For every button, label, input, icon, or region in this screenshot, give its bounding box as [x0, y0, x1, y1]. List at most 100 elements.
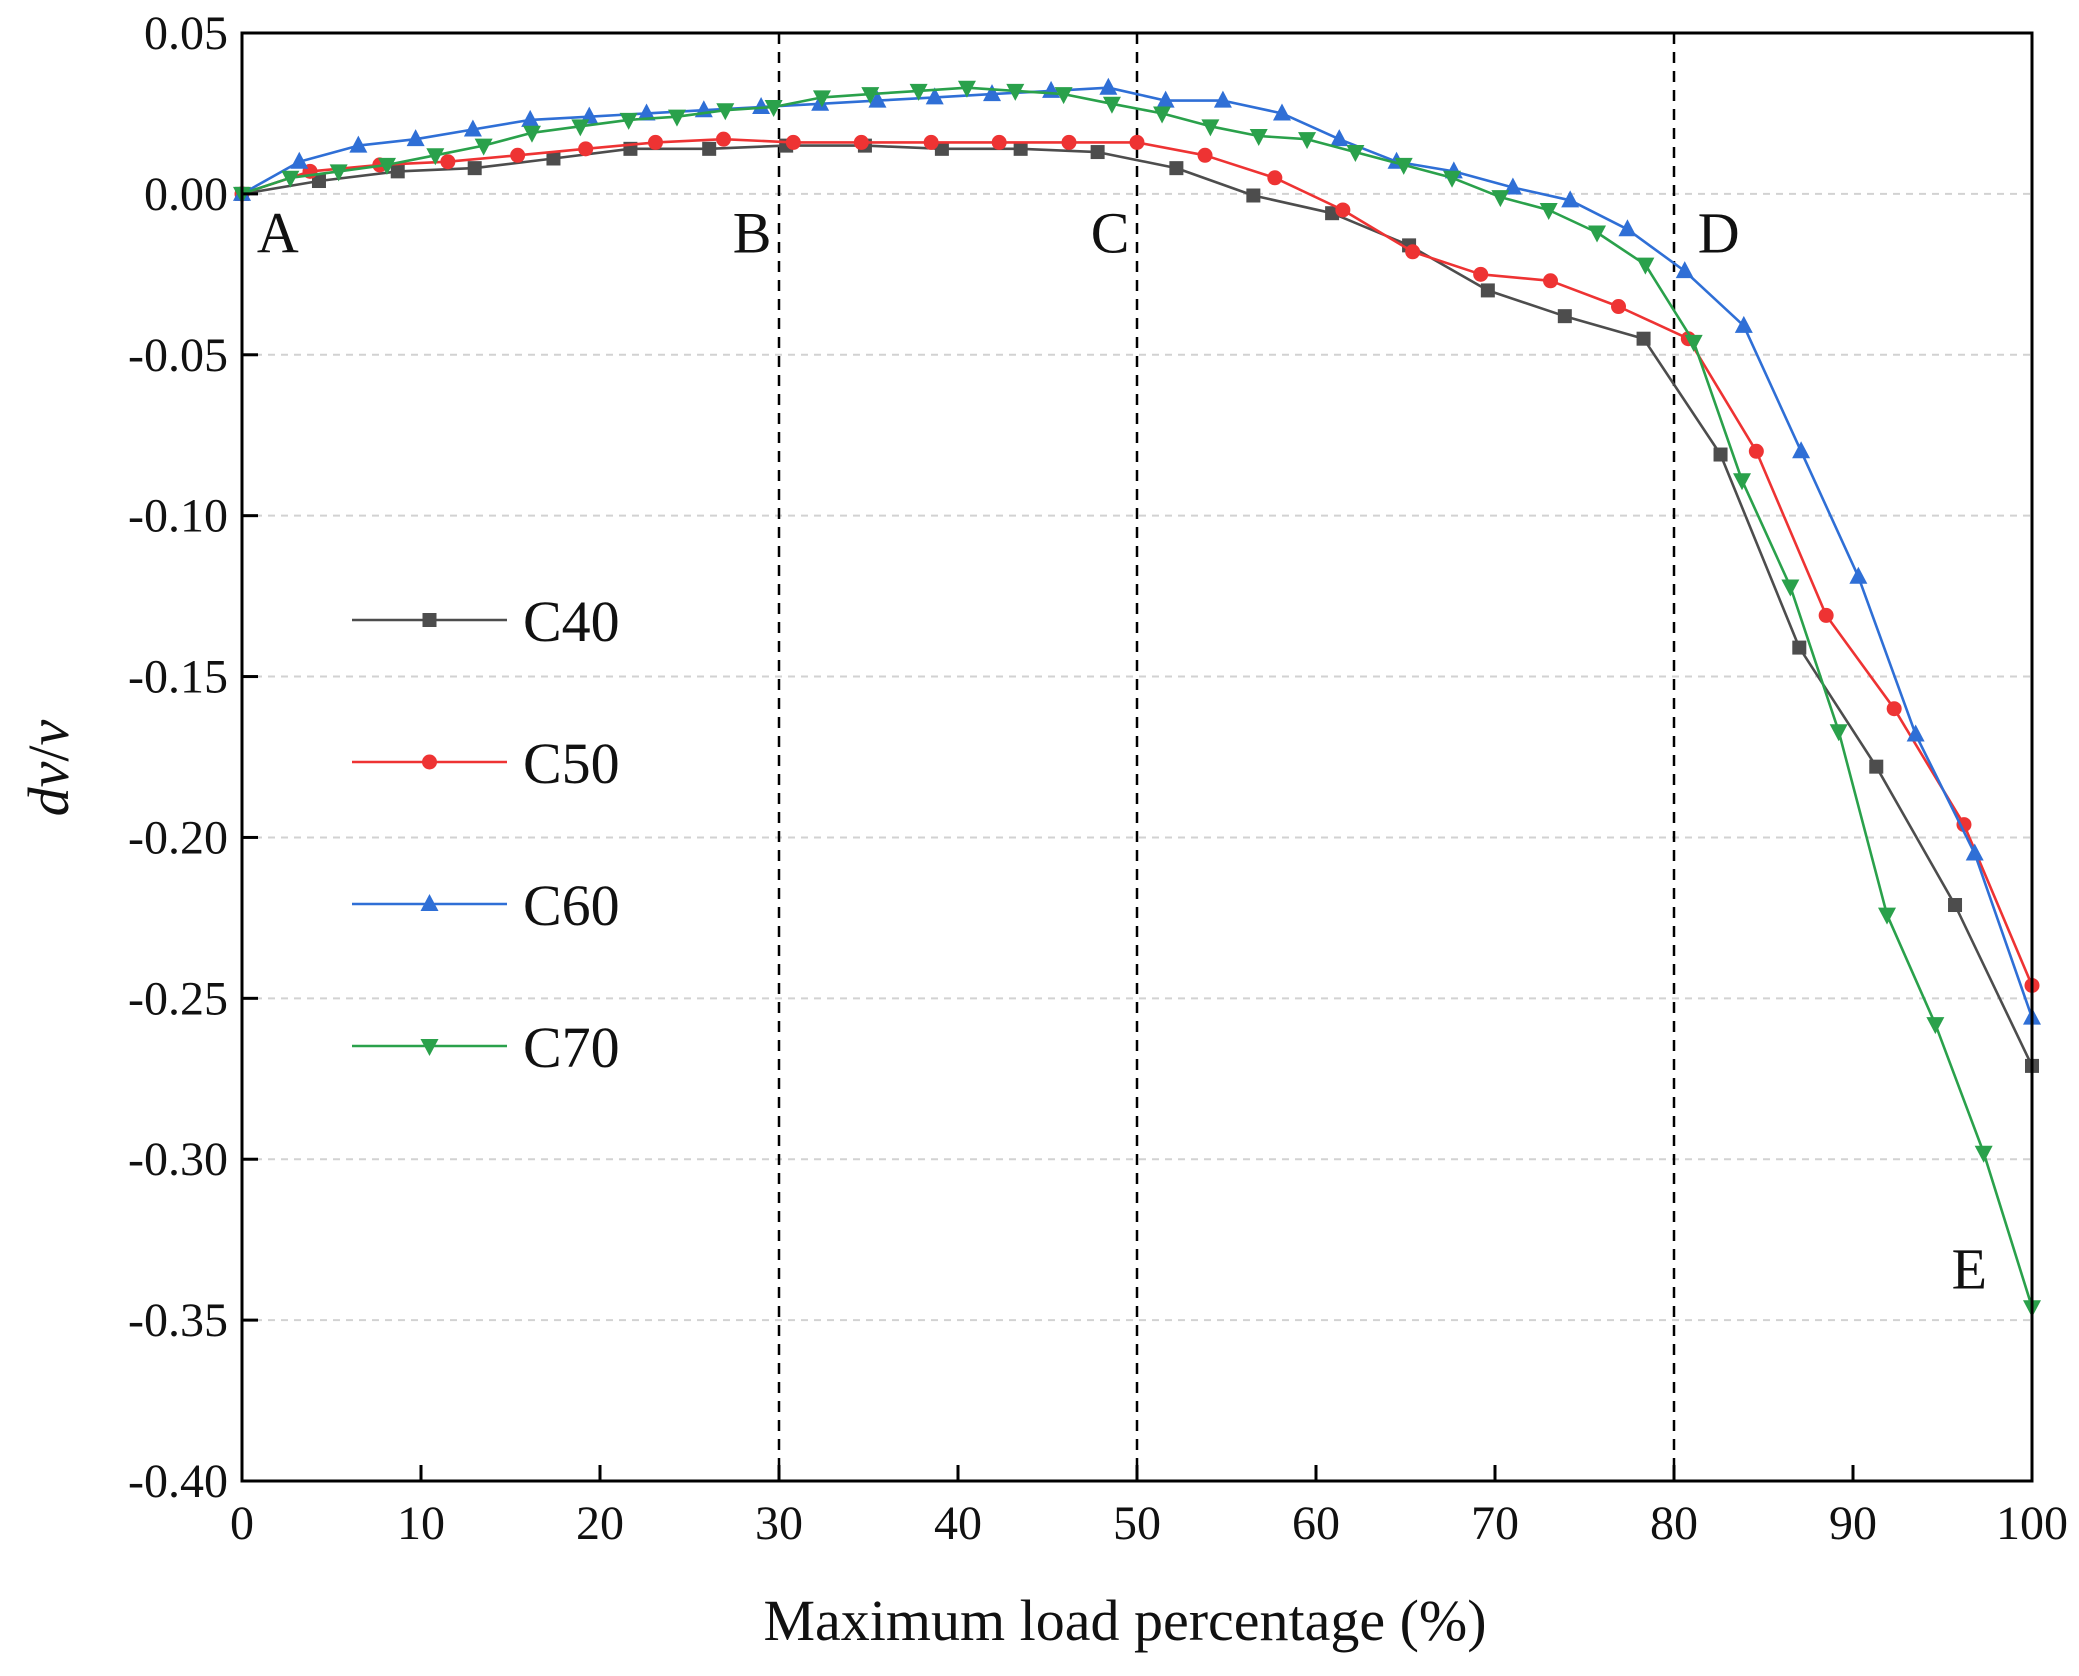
data-point-C60-3: [406, 129, 425, 147]
legend-marker-C40: [422, 613, 437, 627]
data-point-C70-32: [1781, 579, 1800, 597]
x-axis-title: Maximum load percentage (%): [763, 1588, 1486, 1653]
region-label-B: B: [733, 201, 772, 266]
legend: C40 C50 C60 C70: [352, 589, 620, 1080]
data-point-C50-3: [440, 154, 456, 170]
x-tick-label-5: 50: [1113, 1497, 1161, 1550]
x-tick-label-1: 10: [397, 1497, 445, 1550]
data-point-C70-30: [1684, 334, 1703, 352]
data-point-C60-16: [1156, 90, 1175, 108]
data-point-C60-9: [752, 97, 771, 115]
region-label-C: C: [1091, 201, 1130, 266]
data-point-C50-14: [1197, 147, 1213, 163]
legend-item-C60: C60: [352, 873, 620, 938]
data-point-C40-3: [467, 161, 482, 176]
data-point-C40-16: [1480, 283, 1495, 298]
data-point-C60-15: [1099, 77, 1118, 95]
data-point-C60-4: [463, 119, 482, 137]
data-point-C70-34: [1878, 907, 1897, 925]
data-point-C70-19: [1153, 106, 1172, 124]
data-point-C60-27: [1792, 441, 1811, 459]
data-point-C50-15: [1267, 170, 1283, 186]
data-point-C50-8: [785, 134, 801, 150]
region-label-D: D: [1698, 201, 1740, 266]
x-tick-label-8: 80: [1650, 1497, 1698, 1550]
data-point-C40-20: [1792, 640, 1807, 655]
x-tick-label-10: 100: [1996, 1497, 2068, 1550]
data-point-C50-11: [991, 134, 1007, 150]
data-point-C40-12: [1169, 161, 1184, 176]
x-tick-label-3: 30: [755, 1497, 803, 1550]
y-tick-label-5: -0.20: [128, 811, 228, 864]
data-point-C50-19: [1542, 273, 1558, 289]
axis-tick-labels: 0 10 20 30 40 50 60 70 80 90 100 0.05 0.00 -0.05 -0.10…: [128, 7, 2068, 1550]
legend-item-C40: C40: [352, 589, 620, 654]
data-point-C70-18: [1102, 96, 1121, 114]
y-tick-label-6: -0.25: [128, 972, 228, 1025]
data-point-C70-33: [1829, 724, 1848, 742]
y-axis-title: dv/v: [16, 719, 81, 816]
y-tick-label-1: 0.00: [144, 168, 228, 221]
data-point-C70-11: [764, 100, 783, 118]
series-line-C40: [241, 144, 2034, 1067]
data-point-C50-25: [1956, 817, 1972, 833]
legend-marker-C60: [420, 894, 439, 911]
data-point-C60-12: [925, 87, 944, 105]
data-point-C40-11: [1090, 145, 1105, 160]
x-tick-label-2: 20: [576, 1497, 624, 1550]
data-point-C70-35: [1926, 1017, 1945, 1035]
data-point-C70-8: [619, 112, 638, 130]
data-point-C50-23: [1818, 607, 1834, 623]
data-point-C70-20: [1201, 119, 1220, 137]
legend-item-C70: C70: [352, 1015, 620, 1080]
data-point-C70-36: [1974, 1145, 1993, 1163]
series-line-C70: [241, 86, 2034, 1308]
data-point-C40-22: [1948, 898, 1963, 913]
data-point-C50-5: [578, 141, 594, 157]
series-line-C60: [241, 86, 2034, 1019]
data-point-C70-28: [1588, 225, 1607, 243]
data-point-C60-5: [521, 109, 540, 127]
data-point-C70-26: [1491, 190, 1510, 208]
data-point-C70-25: [1443, 170, 1462, 188]
data-point-C60-23: [1561, 190, 1580, 208]
x-tick-label-4: 40: [934, 1497, 982, 1550]
data-point-C40-21: [1869, 759, 1884, 774]
data-point-C70-29: [1636, 257, 1655, 275]
data-point-C50-13: [1129, 134, 1145, 150]
data-point-C70-3: [377, 157, 396, 175]
legend-label-C40: C40: [523, 589, 620, 654]
legend-marker-C50: [422, 754, 437, 770]
data-point-C60-11: [868, 90, 887, 108]
data-point-C70-22: [1298, 132, 1317, 150]
y-axis-title-part2: v: [16, 719, 81, 745]
data-point-C70-13: [861, 87, 880, 105]
y-tick-label-0: 0.05: [144, 7, 228, 60]
region-labels: A B C D E: [257, 201, 1987, 1302]
x-tick-label-9: 90: [1829, 1497, 1877, 1550]
data-point-C60-18: [1272, 103, 1291, 121]
region-label-E: E: [1952, 1237, 1987, 1302]
data-point-C70-16: [1006, 83, 1025, 101]
series-C50: [234, 131, 2040, 993]
data-point-C60-19: [1330, 129, 1349, 147]
x-tick-label-0: 0: [230, 1497, 254, 1550]
legend-label-C50: C50: [523, 731, 620, 796]
data-point-C60-1: [290, 151, 309, 169]
data-point-C60-28: [1849, 566, 1868, 584]
data-point-C70-27: [1539, 202, 1558, 220]
data-point-C40-17: [1557, 309, 1572, 324]
y-tick-label-7: -0.30: [128, 1133, 228, 1186]
data-point-C70-21: [1249, 128, 1268, 146]
data-point-C50-6: [647, 134, 663, 150]
data-point-C40-6: [702, 141, 717, 156]
legend-item-C50: C50: [352, 731, 620, 796]
y-tick-label-3: -0.10: [128, 490, 228, 543]
data-point-C70-15: [957, 80, 976, 98]
data-point-C70-1: [281, 170, 300, 188]
data-point-C40-4: [546, 151, 561, 166]
data-point-C70-6: [522, 125, 541, 143]
data-point-C60-24: [1618, 219, 1637, 237]
